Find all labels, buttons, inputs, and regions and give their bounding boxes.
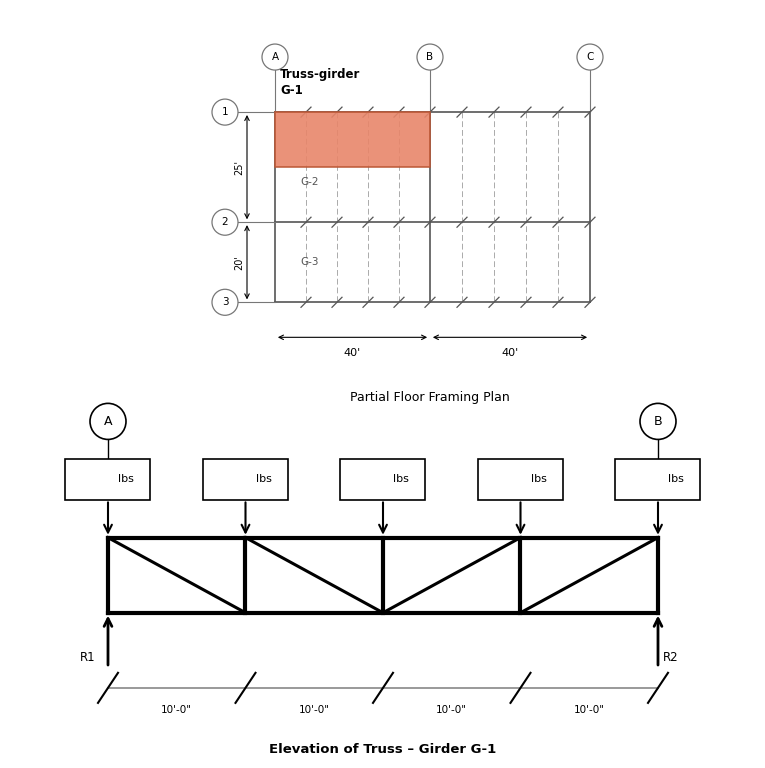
Text: Partial Floor Framing Plan: Partial Floor Framing Plan	[350, 391, 510, 404]
Text: lbs: lbs	[393, 475, 409, 485]
Text: lbs: lbs	[668, 475, 684, 485]
Text: 40': 40'	[501, 349, 519, 359]
Text: G-3: G-3	[300, 257, 318, 267]
Text: lbs: lbs	[118, 475, 134, 485]
Text: A: A	[104, 415, 112, 428]
Bar	[616, 459, 701, 499]
Text: C: C	[586, 52, 594, 62]
Circle shape	[577, 44, 603, 70]
Text: lbs: lbs	[256, 475, 272, 485]
Text: A: A	[272, 52, 278, 62]
Text: 40': 40'	[344, 349, 361, 359]
Text: 3: 3	[222, 297, 228, 307]
Text: R2: R2	[663, 651, 679, 664]
Text: 10'-0": 10'-0"	[161, 705, 192, 715]
Text: G-2: G-2	[300, 177, 318, 187]
Bar	[478, 459, 563, 499]
Circle shape	[212, 209, 238, 235]
Text: Truss-girder: Truss-girder	[280, 68, 360, 81]
Text: R1: R1	[80, 651, 96, 664]
Text: 10'-0": 10'-0"	[436, 705, 467, 715]
Circle shape	[212, 99, 238, 125]
Text: lbs: lbs	[531, 475, 546, 485]
Bar	[203, 459, 288, 499]
Bar	[275, 112, 430, 167]
Text: B: B	[426, 52, 434, 62]
Circle shape	[90, 403, 126, 439]
Text: 10'-0": 10'-0"	[574, 705, 605, 715]
Bar	[340, 459, 425, 499]
Text: 20': 20'	[234, 255, 244, 270]
Bar	[66, 459, 151, 499]
Text: Elevation of Truss – Girder G-1: Elevation of Truss – Girder G-1	[269, 743, 496, 756]
Text: G-1: G-1	[280, 84, 303, 97]
Circle shape	[417, 44, 443, 70]
Circle shape	[640, 403, 676, 439]
Text: B: B	[653, 415, 662, 428]
Text: 1: 1	[222, 107, 228, 117]
Circle shape	[262, 44, 288, 70]
Text: 10'-0": 10'-0"	[299, 705, 330, 715]
Text: 25': 25'	[234, 160, 244, 174]
Circle shape	[212, 290, 238, 316]
Text: 2: 2	[222, 217, 228, 227]
